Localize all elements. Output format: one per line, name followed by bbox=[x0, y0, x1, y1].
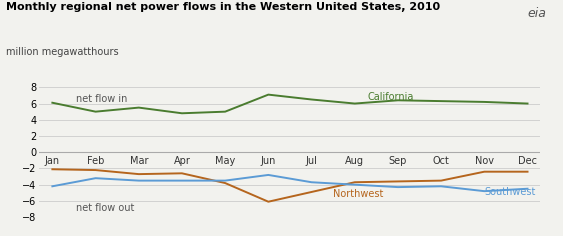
Text: May: May bbox=[215, 156, 235, 166]
Text: Nov: Nov bbox=[475, 156, 494, 166]
Text: net flow in: net flow in bbox=[76, 94, 127, 104]
Text: California: California bbox=[368, 92, 414, 102]
Text: Northwest: Northwest bbox=[333, 189, 383, 199]
Text: Aug: Aug bbox=[345, 156, 364, 166]
Text: net flow out: net flow out bbox=[76, 203, 135, 213]
Text: Mar: Mar bbox=[129, 156, 148, 166]
Text: million megawatthours: million megawatthours bbox=[6, 47, 118, 57]
Text: Feb: Feb bbox=[87, 156, 104, 166]
Text: Jun: Jun bbox=[261, 156, 276, 166]
Text: Dec: Dec bbox=[518, 156, 537, 166]
Text: eia: eia bbox=[527, 7, 546, 20]
Text: Southwest: Southwest bbox=[484, 187, 536, 197]
Text: Jan: Jan bbox=[45, 156, 60, 166]
Text: Oct: Oct bbox=[433, 156, 450, 166]
Text: Sep: Sep bbox=[388, 156, 407, 166]
Text: Monthly regional net power flows in the Western United States, 2010: Monthly regional net power flows in the … bbox=[6, 2, 440, 12]
Text: Apr: Apr bbox=[173, 156, 190, 166]
Text: Jul: Jul bbox=[306, 156, 318, 166]
